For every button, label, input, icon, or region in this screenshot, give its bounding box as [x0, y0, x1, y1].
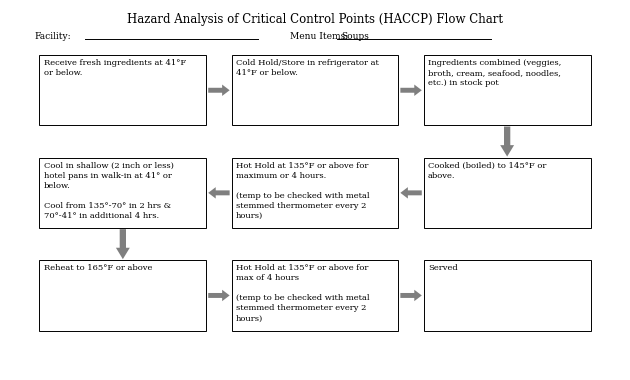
FancyBboxPatch shape — [423, 55, 591, 125]
FancyArrow shape — [401, 85, 422, 96]
FancyBboxPatch shape — [39, 55, 207, 125]
FancyBboxPatch shape — [423, 260, 591, 331]
Text: Hot Hold at 135°F or above for
max of 4 hours

(temp to be checked with metal
st: Hot Hold at 135°F or above for max of 4 … — [236, 264, 370, 323]
FancyBboxPatch shape — [232, 55, 399, 125]
FancyBboxPatch shape — [39, 260, 207, 331]
Text: Cooked (boiled) to 145°F or
above.: Cooked (boiled) to 145°F or above. — [428, 162, 546, 180]
Text: Cool in shallow (2 inch or less)
hotel pans in walk-in at 41° or
below.

Cool fr: Cool in shallow (2 inch or less) hotel p… — [44, 162, 174, 220]
FancyArrow shape — [401, 290, 422, 301]
Text: Receive fresh ingredients at 41°F
or below.: Receive fresh ingredients at 41°F or bel… — [44, 59, 186, 77]
FancyArrow shape — [208, 187, 229, 199]
FancyArrow shape — [208, 290, 229, 301]
FancyArrow shape — [116, 229, 130, 259]
FancyBboxPatch shape — [423, 158, 591, 228]
Text: Ingredients combined (veggies,
broth, cream, seafood, noodles,
etc.) in stock po: Ingredients combined (veggies, broth, cr… — [428, 59, 561, 87]
Text: Hazard Analysis of Critical Control Points (HACCP) Flow Chart: Hazard Analysis of Critical Control Poin… — [127, 13, 503, 26]
Text: Cold Hold/Store in refrigerator at
41°F or below.: Cold Hold/Store in refrigerator at 41°F … — [236, 59, 379, 77]
FancyBboxPatch shape — [232, 260, 399, 331]
FancyBboxPatch shape — [232, 158, 399, 228]
Text: Reheat to 165°F or above: Reheat to 165°F or above — [44, 264, 152, 272]
FancyArrow shape — [500, 127, 514, 157]
FancyArrow shape — [208, 85, 229, 96]
Text: Served: Served — [428, 264, 458, 272]
FancyArrow shape — [401, 187, 422, 199]
Text: Facility:: Facility: — [35, 32, 71, 41]
Text: Menu Items:: Menu Items: — [290, 32, 348, 41]
FancyBboxPatch shape — [39, 158, 207, 228]
Text: Soups: Soups — [341, 32, 369, 41]
Text: Hot Hold at 135°F or above for
maximum or 4 hours.

(temp to be checked with met: Hot Hold at 135°F or above for maximum o… — [236, 162, 370, 220]
